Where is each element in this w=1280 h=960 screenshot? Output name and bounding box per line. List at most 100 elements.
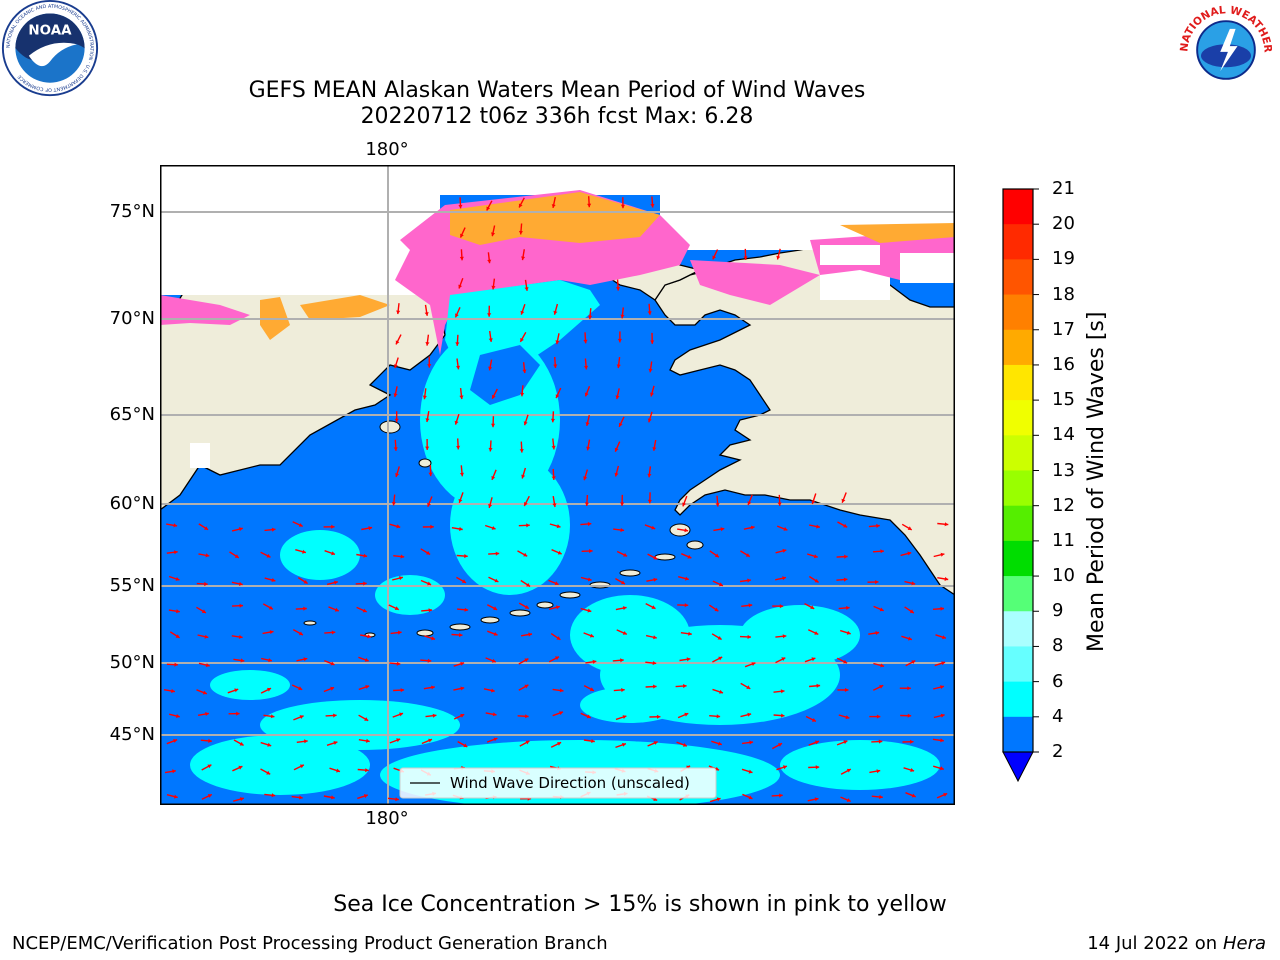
footer-machine: Hera xyxy=(1222,933,1266,954)
wind-wave-arrow-head xyxy=(493,631,498,636)
wind-wave-arrow-head xyxy=(267,687,271,692)
wind-wave-arrow-head xyxy=(876,523,880,528)
colorbar-tick-label: 15 xyxy=(1052,389,1075,411)
wind-wave-arrow-head xyxy=(653,577,658,582)
wind-wave-arrow-head xyxy=(846,798,851,802)
colorbar-segment xyxy=(1003,611,1033,647)
wind-wave-arrow-head xyxy=(487,259,492,264)
wind-wave-arrow-head xyxy=(911,793,916,798)
wind-wave-arrow-head xyxy=(750,525,755,530)
wind-wave-arrow-head xyxy=(716,797,721,802)
wind-wave-arrow-head xyxy=(464,554,468,559)
wind-wave-arrow-head xyxy=(650,340,655,344)
wind-wave-arrow-head xyxy=(686,657,691,662)
wind-wave-arrow-head xyxy=(616,287,621,291)
wind-wave-arrow-head xyxy=(811,657,816,662)
wind-wave-arrow-head xyxy=(176,609,180,614)
lat-label-45: 45°N xyxy=(109,724,155,745)
wind-wave-arrow-head xyxy=(556,524,561,529)
wind-wave-arrow-head xyxy=(333,741,338,745)
wind-wave-arrow-head xyxy=(557,742,562,746)
wind-wave-arrow-head xyxy=(365,768,369,773)
wind-wave-arrow-head xyxy=(269,630,274,635)
colorbar-segment xyxy=(1003,400,1033,436)
wave-period-map: Wind Wave Direction (unscaled) xyxy=(160,165,955,805)
wind-wave-arrow-head xyxy=(907,551,912,556)
no-data-areas xyxy=(160,165,955,468)
wind-wave-arrow-head xyxy=(940,738,944,743)
wind-wave-arrow-head xyxy=(523,421,528,426)
wind-wave-arrow-head xyxy=(519,449,524,453)
wind-wave-arrow-head xyxy=(550,418,555,423)
wind-wave-arrow-head xyxy=(647,311,652,315)
wind-wave-arrow-head xyxy=(266,770,271,775)
wind-wave-arrow-head xyxy=(391,501,396,506)
wind-wave-arrow-head xyxy=(174,662,178,667)
wind-wave-arrow-head xyxy=(778,743,782,747)
wind-wave-arrow-head xyxy=(656,714,661,719)
wind-wave-arrow-head xyxy=(910,768,915,772)
wind-wave-arrow-head xyxy=(615,395,620,400)
wind-wave-arrow-head xyxy=(172,769,176,774)
wind-wave-arrow-head xyxy=(559,711,563,716)
wind-wave-arrow-head xyxy=(330,661,335,666)
wind-wave-arrow-head xyxy=(528,632,532,637)
wind-wave-arrow-head xyxy=(399,712,403,717)
colorbar-tick-label: 10 xyxy=(1052,565,1075,587)
wind-wave-arrow-head xyxy=(846,630,851,635)
wind-wave-arrow-head xyxy=(425,446,430,450)
wind-wave-arrow-head xyxy=(271,578,276,582)
wind-wave-arrow-head xyxy=(688,631,692,636)
wind-wave-arrow-head xyxy=(845,715,850,720)
wind-wave-arrow-head xyxy=(363,553,368,558)
wind-wave-arrow-head xyxy=(683,742,687,747)
wind-wave-arrow-head xyxy=(583,339,588,344)
wind-wave-arrow-head xyxy=(234,554,239,558)
wind-wave-arrow-head xyxy=(525,714,529,719)
wind-wave-arrow-head xyxy=(494,578,499,583)
colorbar-segment xyxy=(1003,364,1033,401)
wind-wave-arrow-head xyxy=(207,764,212,769)
wind-wave-arrow-head xyxy=(396,310,401,315)
wind-wave-arrow-head xyxy=(875,580,879,585)
wind-wave-arrow-head xyxy=(843,577,848,582)
wind-wave-arrow-head xyxy=(620,528,625,533)
wind-wave-arrow-head xyxy=(267,742,272,747)
colorbar-tick-label: 19 xyxy=(1052,248,1075,270)
wind-wave-arrow-head xyxy=(492,712,497,717)
wind-wave-arrow-head xyxy=(491,526,496,530)
colorbar-segment xyxy=(1003,224,1033,260)
wind-wave-arrow-head xyxy=(588,315,593,320)
wind-wave-arrow-head xyxy=(491,285,496,290)
wind-wave-arrow-head xyxy=(520,337,524,342)
wind-wave-arrows xyxy=(163,196,949,803)
wind-wave-arrow-head xyxy=(751,662,756,666)
wind-wave-arrow-head xyxy=(585,422,590,426)
wind-wave-arrow-head xyxy=(239,741,244,746)
colorbar-segment xyxy=(1003,294,1033,331)
colorbar-tick-label: 9 xyxy=(1052,600,1064,622)
wind-wave-arrow-head xyxy=(431,685,435,690)
wind-wave-arrow-head xyxy=(551,204,556,208)
wind-wave-arrow-head xyxy=(239,603,243,608)
wind-wave-arrow-head xyxy=(456,365,461,370)
wind-wave-arrow-head xyxy=(488,366,493,371)
footer-date-prefix: 14 Jul 2022 on xyxy=(1087,933,1223,954)
map-frame xyxy=(160,165,955,805)
wind-wave-arrow-head xyxy=(907,686,911,691)
wind-wave-arrow-head xyxy=(650,203,655,208)
wind-wave-arrow-head xyxy=(554,581,559,586)
wind-wave-arrow-head xyxy=(491,688,495,693)
wind-wave-arrow-head xyxy=(940,606,944,611)
wind-wave-arrow-head xyxy=(583,476,588,481)
wind-wave-arrow-head xyxy=(204,634,209,639)
wind-wave-arrow-head xyxy=(652,447,657,451)
wind-wave-arrow-head xyxy=(880,663,885,668)
wind-wave-arrow-head xyxy=(524,287,529,291)
wind-wave-arrow-head xyxy=(555,656,559,661)
wind-wave-arrow-head xyxy=(717,741,722,746)
wind-wave-arrow-head xyxy=(746,685,751,689)
colorbar-tick-label: 14 xyxy=(1052,424,1075,446)
wind-wave-arrow-head xyxy=(400,688,405,693)
wind-wave-arrow-head xyxy=(620,204,625,209)
